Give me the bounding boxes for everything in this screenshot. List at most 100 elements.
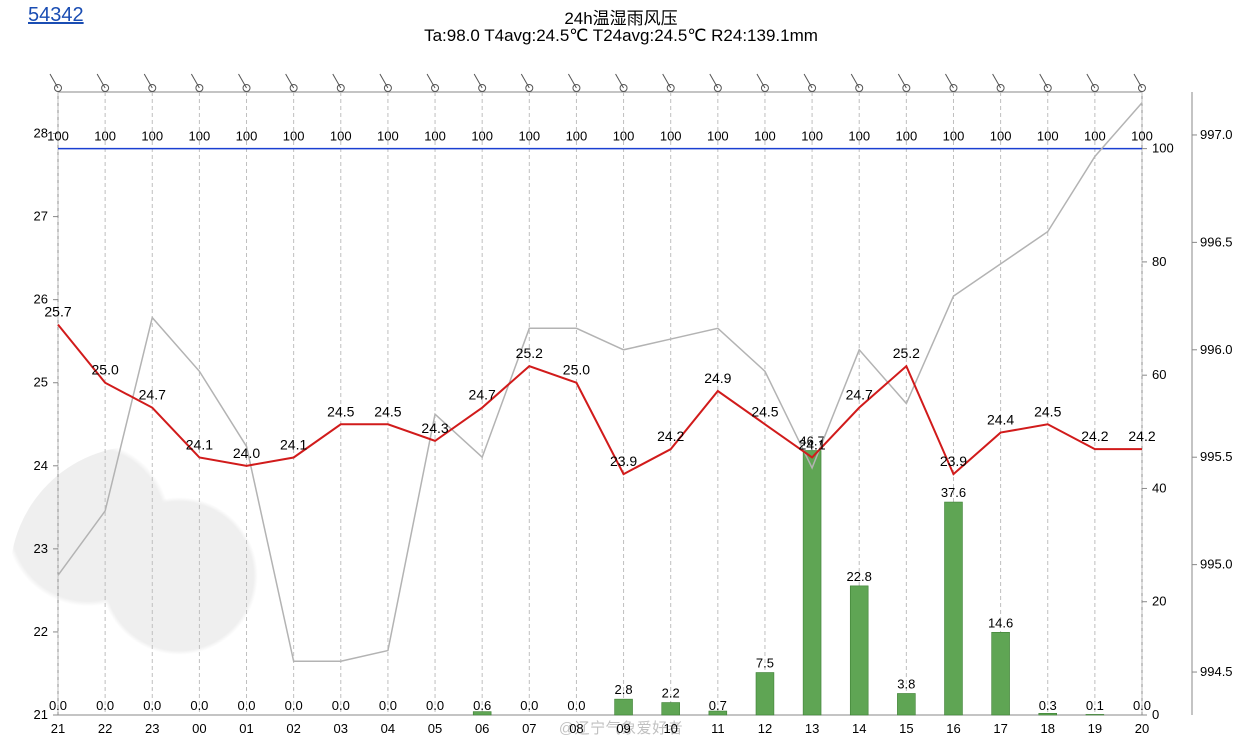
svg-text:995.0: 995.0 <box>1200 557 1233 572</box>
svg-text:100: 100 <box>424 129 446 144</box>
svg-text:02: 02 <box>286 721 300 736</box>
svg-text:24.7: 24.7 <box>139 387 166 403</box>
svg-text:24.7: 24.7 <box>846 387 873 403</box>
svg-text:24.2: 24.2 <box>1128 428 1155 444</box>
svg-text:3.8: 3.8 <box>897 676 915 691</box>
svg-text:100: 100 <box>471 129 493 144</box>
svg-text:23: 23 <box>145 721 159 736</box>
svg-text:07: 07 <box>522 721 536 736</box>
svg-text:100: 100 <box>895 129 917 144</box>
svg-text:0.0: 0.0 <box>96 698 114 713</box>
svg-text:0.0: 0.0 <box>1133 698 1151 713</box>
svg-text:100: 100 <box>660 129 682 144</box>
svg-text:19: 19 <box>1088 721 1102 736</box>
svg-text:24.4: 24.4 <box>987 412 1014 428</box>
svg-text:23.9: 23.9 <box>610 453 637 469</box>
svg-text:100: 100 <box>1152 141 1174 156</box>
svg-text:100: 100 <box>754 129 776 144</box>
svg-text:03: 03 <box>334 721 348 736</box>
svg-text:17: 17 <box>993 721 1007 736</box>
svg-text:24.9: 24.9 <box>704 370 731 386</box>
svg-text:0.0: 0.0 <box>520 698 538 713</box>
svg-text:995.5: 995.5 <box>1200 449 1233 464</box>
svg-text:996.0: 996.0 <box>1200 342 1233 357</box>
svg-text:0.0: 0.0 <box>379 698 397 713</box>
svg-text:100: 100 <box>330 129 352 144</box>
svg-text:0.0: 0.0 <box>332 698 350 713</box>
svg-text:100: 100 <box>990 129 1012 144</box>
svg-text:0.0: 0.0 <box>285 698 303 713</box>
svg-text:13: 13 <box>805 721 819 736</box>
svg-text:994.5: 994.5 <box>1200 664 1233 679</box>
svg-text:25.2: 25.2 <box>893 345 920 361</box>
svg-text:80: 80 <box>1152 254 1166 269</box>
svg-text:0.0: 0.0 <box>143 698 161 713</box>
svg-text:100: 100 <box>566 129 588 144</box>
svg-text:20: 20 <box>1152 594 1166 609</box>
svg-text:2.2: 2.2 <box>662 686 680 701</box>
svg-text:14.6: 14.6 <box>988 615 1013 630</box>
svg-text:996.5: 996.5 <box>1200 234 1233 249</box>
svg-text:27: 27 <box>34 209 48 224</box>
svg-text:24.1: 24.1 <box>798 436 825 452</box>
svg-text:24.1: 24.1 <box>186 436 213 452</box>
svg-text:0.6: 0.6 <box>473 698 491 713</box>
svg-text:0.0: 0.0 <box>49 698 67 713</box>
svg-text:25.7: 25.7 <box>44 304 71 320</box>
svg-text:100: 100 <box>47 129 69 144</box>
svg-text:21: 21 <box>34 707 48 722</box>
svg-text:20: 20 <box>1135 721 1149 736</box>
svg-text:21: 21 <box>51 721 65 736</box>
svg-text:0.0: 0.0 <box>567 698 585 713</box>
svg-text:0.1: 0.1 <box>1086 698 1104 713</box>
svg-text:100: 100 <box>848 129 870 144</box>
svg-text:24.0: 24.0 <box>233 445 260 461</box>
svg-text:24.7: 24.7 <box>469 387 496 403</box>
svg-text:24.2: 24.2 <box>1081 428 1108 444</box>
svg-text:0.0: 0.0 <box>190 698 208 713</box>
svg-text:22: 22 <box>34 624 48 639</box>
svg-text:100: 100 <box>707 129 729 144</box>
svg-text:997.0: 997.0 <box>1200 127 1233 142</box>
svg-text:22.8: 22.8 <box>847 569 872 584</box>
svg-text:11: 11 <box>711 721 725 736</box>
svg-text:12: 12 <box>758 721 772 736</box>
svg-text:100: 100 <box>283 129 305 144</box>
svg-text:100: 100 <box>1084 129 1106 144</box>
svg-text:100: 100 <box>141 129 163 144</box>
svg-text:24.2: 24.2 <box>657 428 684 444</box>
svg-text:24.5: 24.5 <box>1034 403 1061 419</box>
svg-text:18: 18 <box>1041 721 1055 736</box>
watermark-text: @辽宁气象爱好者 <box>559 717 683 738</box>
svg-text:24.5: 24.5 <box>374 403 401 419</box>
svg-text:00: 00 <box>192 721 206 736</box>
svg-text:100: 100 <box>1131 129 1153 144</box>
svg-text:15: 15 <box>899 721 913 736</box>
svg-text:24: 24 <box>34 458 48 473</box>
weather-chart: 2122230001020304050607080910111213141516… <box>0 0 1242 746</box>
svg-text:100: 100 <box>236 129 258 144</box>
svg-text:0: 0 <box>1152 707 1159 722</box>
svg-text:100: 100 <box>943 129 965 144</box>
svg-text:37.6: 37.6 <box>941 485 966 500</box>
svg-text:7.5: 7.5 <box>756 656 774 671</box>
svg-text:06: 06 <box>475 721 489 736</box>
svg-text:05: 05 <box>428 721 442 736</box>
svg-text:100: 100 <box>377 129 399 144</box>
svg-text:25.2: 25.2 <box>516 345 543 361</box>
svg-text:100: 100 <box>518 129 540 144</box>
svg-text:24.5: 24.5 <box>751 403 778 419</box>
svg-text:2.8: 2.8 <box>615 682 633 697</box>
svg-text:24.1: 24.1 <box>280 436 307 452</box>
svg-text:100: 100 <box>1037 129 1059 144</box>
svg-text:24.3: 24.3 <box>421 420 448 436</box>
svg-text:23: 23 <box>34 541 48 556</box>
svg-text:0.3: 0.3 <box>1039 698 1057 713</box>
svg-text:0.0: 0.0 <box>237 698 255 713</box>
svg-text:60: 60 <box>1152 367 1166 382</box>
svg-text:14: 14 <box>852 721 866 736</box>
svg-text:100: 100 <box>613 129 635 144</box>
svg-text:25: 25 <box>34 375 48 390</box>
svg-text:28: 28 <box>34 126 48 141</box>
svg-text:16: 16 <box>946 721 960 736</box>
